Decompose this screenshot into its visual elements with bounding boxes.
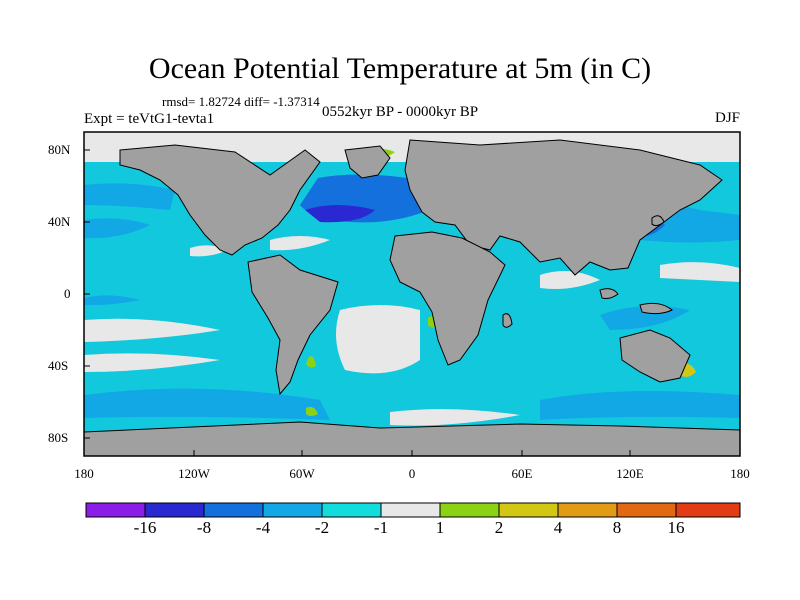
land-north-america bbox=[119, 144, 321, 256]
anomaly-subtropical-pacific bbox=[84, 218, 150, 239]
anomaly-drake bbox=[306, 406, 318, 416]
map-plot-area bbox=[84, 132, 740, 456]
colorbar-box-6 bbox=[380, 502, 441, 518]
axis-ticks bbox=[84, 149, 631, 456]
colorbar-box-5 bbox=[321, 502, 382, 518]
colorbar-label-4: -2 bbox=[314, 518, 330, 537]
land-eurasia bbox=[404, 139, 723, 276]
near-zero-south-pacific-a bbox=[84, 318, 220, 342]
near-zero-shading bbox=[84, 236, 740, 426]
colorbar-label-3: -4 bbox=[255, 518, 271, 537]
colorbar-label-5: -1 bbox=[373, 518, 389, 537]
land-greenland bbox=[344, 145, 391, 179]
land-africa bbox=[389, 231, 506, 366]
period-label: 0552kyr BP - 0000kyr BP bbox=[322, 104, 479, 120]
colorbar-box-10 bbox=[616, 502, 677, 518]
anomaly-equatorial-pacific bbox=[84, 295, 140, 306]
colorbar-label-6: 1 bbox=[435, 518, 445, 537]
colorbar-box-8 bbox=[498, 502, 559, 518]
colorbar-box-11 bbox=[675, 502, 741, 518]
colorbar-box-7 bbox=[439, 502, 500, 518]
xlabel-60w: 60W bbox=[289, 466, 315, 481]
near-zero-south-pacific-b bbox=[84, 353, 220, 372]
colorbar-label-7: 2 bbox=[494, 518, 504, 537]
season-label: DJF bbox=[714, 110, 740, 126]
ylabel-0: 0 bbox=[64, 286, 71, 301]
colorbar-box-1 bbox=[85, 502, 146, 518]
xlabel-180-right: 180 bbox=[730, 466, 750, 481]
ylabel-80n: 80N bbox=[48, 142, 71, 157]
near-zero-weddell bbox=[390, 409, 520, 426]
colorbar-box-9 bbox=[557, 502, 618, 518]
ylabel-40s: 40S bbox=[48, 358, 69, 373]
colorbar-label-1: -16 bbox=[133, 518, 157, 537]
land-australia bbox=[619, 329, 691, 383]
land-new-guinea bbox=[639, 302, 673, 315]
colorbar-box-4 bbox=[262, 502, 323, 518]
land-antarctica bbox=[84, 421, 740, 456]
anomaly-patagonia bbox=[306, 356, 316, 368]
colorbar-label-10: 16 bbox=[667, 518, 685, 537]
xlabel-120e: 120E bbox=[616, 466, 644, 481]
xlabel-60e: 60E bbox=[511, 466, 533, 481]
xlabel-180-left: 180 bbox=[74, 466, 94, 481]
land-madagascar bbox=[502, 313, 513, 328]
map-title: Ocean Potential Temperature at 5m (in C) bbox=[148, 52, 652, 85]
xlabel-0: 0 bbox=[408, 466, 416, 481]
anomaly-southern-indian bbox=[540, 391, 740, 420]
land-japan bbox=[651, 215, 665, 227]
colorbar-box-3 bbox=[203, 502, 264, 518]
anomaly-north-pacific-west bbox=[84, 183, 175, 210]
xlabel-120w: 120W bbox=[178, 466, 210, 481]
colorbar-label-8: 4 bbox=[553, 518, 563, 537]
colorbar bbox=[85, 502, 741, 518]
land-south-america bbox=[247, 254, 339, 396]
colorbar-label-9: 8 bbox=[612, 518, 622, 537]
colorbar-box-2 bbox=[144, 502, 205, 518]
colorbar-label-2: -8 bbox=[196, 518, 212, 537]
land-borneo bbox=[599, 288, 619, 299]
near-zero-west-pacific bbox=[660, 262, 740, 282]
landmasses bbox=[84, 139, 740, 456]
stats-text: rmsd= 1.82724 diff= -1.37314 bbox=[162, 94, 320, 109]
near-zero-indian bbox=[540, 271, 600, 289]
ylabel-40n: 40N bbox=[48, 214, 71, 229]
near-zero-caribbean bbox=[270, 236, 330, 251]
experiment-label: Expt = teVtG1-tevta1 bbox=[84, 111, 215, 127]
near-zero-south-atlantic bbox=[336, 305, 420, 374]
anomaly-southern-ocean bbox=[84, 388, 330, 420]
ylabel-80s: 80S bbox=[48, 430, 69, 445]
anomaly-gulf-stream bbox=[305, 205, 375, 223]
